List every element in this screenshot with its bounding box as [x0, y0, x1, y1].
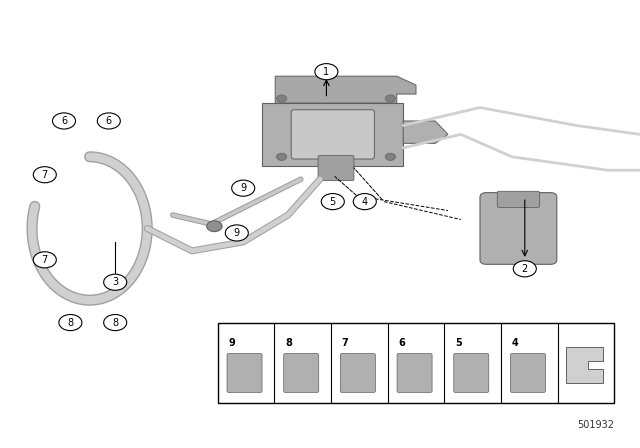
- Polygon shape: [275, 76, 416, 103]
- Circle shape: [276, 153, 287, 160]
- Circle shape: [97, 113, 120, 129]
- Text: 4: 4: [512, 338, 518, 348]
- Text: 7: 7: [342, 338, 349, 348]
- FancyBboxPatch shape: [227, 353, 262, 392]
- Circle shape: [104, 314, 127, 331]
- Circle shape: [232, 180, 255, 196]
- Text: 9: 9: [228, 338, 235, 348]
- FancyBboxPatch shape: [497, 191, 540, 207]
- Text: 9: 9: [240, 183, 246, 193]
- Polygon shape: [262, 103, 403, 166]
- Text: 6: 6: [61, 116, 67, 126]
- Circle shape: [104, 274, 127, 290]
- FancyBboxPatch shape: [454, 353, 489, 392]
- Circle shape: [33, 167, 56, 183]
- FancyBboxPatch shape: [511, 353, 545, 392]
- Text: 1: 1: [323, 67, 330, 77]
- Circle shape: [385, 95, 396, 102]
- Text: 8: 8: [285, 338, 292, 348]
- Text: 8: 8: [112, 318, 118, 327]
- Polygon shape: [403, 121, 448, 143]
- Text: 4: 4: [362, 197, 368, 207]
- Text: 501932: 501932: [577, 420, 614, 430]
- Circle shape: [33, 252, 56, 268]
- FancyBboxPatch shape: [318, 155, 354, 181]
- FancyBboxPatch shape: [480, 193, 557, 264]
- Text: 2: 2: [522, 264, 528, 274]
- Text: 5: 5: [455, 338, 462, 348]
- Circle shape: [59, 314, 82, 331]
- Text: 9: 9: [234, 228, 240, 238]
- Circle shape: [513, 261, 536, 277]
- Text: 6: 6: [106, 116, 112, 126]
- FancyBboxPatch shape: [291, 110, 374, 159]
- FancyBboxPatch shape: [218, 323, 614, 403]
- Circle shape: [52, 113, 76, 129]
- Circle shape: [225, 225, 248, 241]
- FancyBboxPatch shape: [284, 353, 319, 392]
- Text: 6: 6: [399, 338, 405, 348]
- Text: 5: 5: [330, 197, 336, 207]
- Circle shape: [385, 153, 396, 160]
- Circle shape: [207, 221, 222, 232]
- Text: 8: 8: [67, 318, 74, 327]
- Text: 3: 3: [112, 277, 118, 287]
- Circle shape: [321, 194, 344, 210]
- Polygon shape: [566, 347, 603, 383]
- Text: 7: 7: [42, 170, 48, 180]
- Circle shape: [276, 95, 287, 102]
- Text: 7: 7: [42, 255, 48, 265]
- Circle shape: [353, 194, 376, 210]
- Circle shape: [315, 64, 338, 80]
- FancyBboxPatch shape: [340, 353, 376, 392]
- FancyBboxPatch shape: [397, 353, 432, 392]
